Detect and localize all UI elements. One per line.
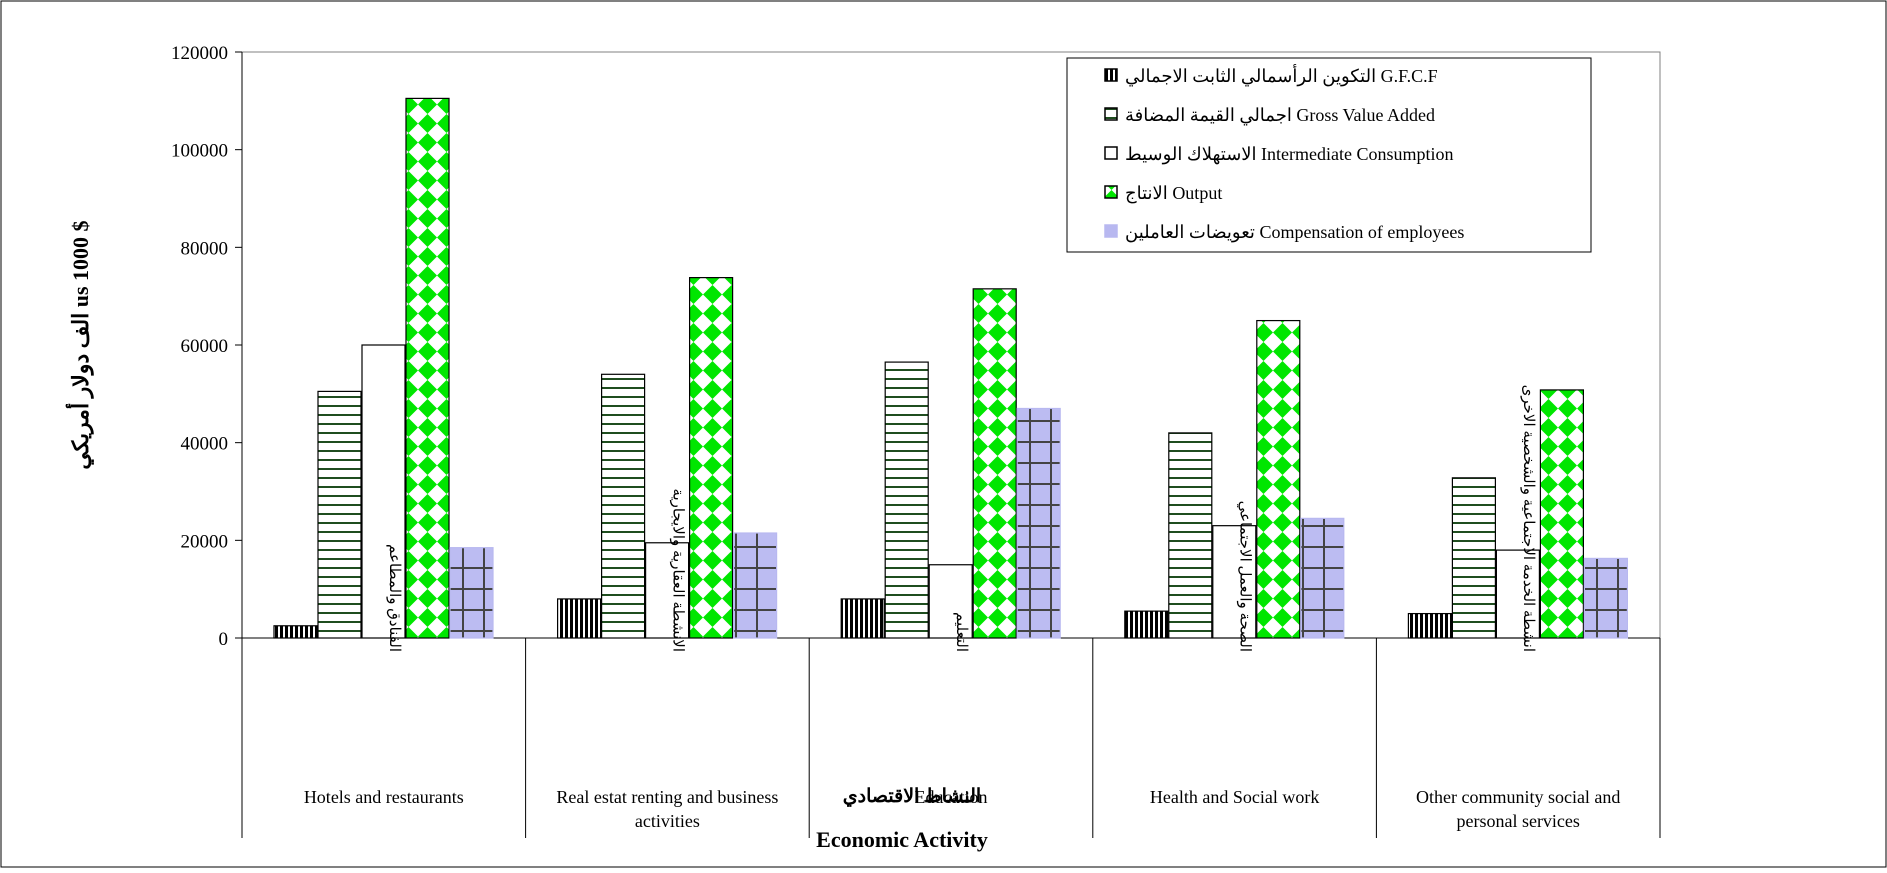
y-axis-title: الف دولار أمريكي us 1000 $ bbox=[65, 220, 94, 469]
category-label-en: Hotels and restaurants bbox=[304, 787, 464, 807]
category-label-en: Health and Social work bbox=[1150, 787, 1319, 807]
y-tick-label: 120000 bbox=[171, 43, 228, 64]
category-label-ar: الفنادق والمطاعم bbox=[386, 544, 402, 652]
y-tick-label: 100000 bbox=[171, 141, 228, 162]
legend-item-label: اجمالي القيمة المضافة Gross Value Added bbox=[1125, 105, 1435, 125]
bar-series-2-category-4 bbox=[1168, 432, 1213, 639]
category-label-ar: التعليم bbox=[953, 612, 969, 652]
category-labels: Hotels and restaurants الفنادق والمطاعم Re… bbox=[304, 385, 1621, 831]
bar-series-4-category-1 bbox=[405, 97, 450, 639]
bar-series-1-category-5 bbox=[1407, 612, 1453, 639]
x-axis-title-arabic: النشاط الاقتصادي bbox=[843, 786, 981, 808]
category-label-en: Real estat renting and business activitie… bbox=[556, 787, 778, 831]
bar-series-5-category-5 bbox=[1583, 557, 1629, 639]
y-tick-label: 40000 bbox=[181, 434, 229, 455]
legend: التكوين الرأسمالي الثابت الاجمالي G.F.C.… bbox=[1066, 57, 1592, 253]
y-tick-label: 0 bbox=[219, 629, 229, 650]
bar-series-3-category-5 bbox=[1495, 549, 1541, 639]
category-label-ar: انشطة الخدمة الاجتماعية والشخصية الاخرى bbox=[1520, 385, 1536, 652]
bar-series-1-category-3 bbox=[840, 598, 885, 639]
bar-series-2-category-3 bbox=[884, 361, 929, 639]
legend-item-label: التكوين الرأسمالي الثابت الاجمالي G.F.C.… bbox=[1125, 64, 1438, 87]
bar-series-5-category-4 bbox=[1300, 517, 1345, 639]
y-tick-label: 60000 bbox=[181, 336, 229, 357]
bar-series-3-category-3 bbox=[928, 564, 973, 639]
bars bbox=[273, 97, 1629, 639]
x-axis-title: Economic Activity bbox=[816, 827, 988, 852]
bar-series-1-category-1 bbox=[273, 625, 318, 639]
bar-series-1-category-2 bbox=[556, 598, 602, 639]
bar-series-2-category-5 bbox=[1451, 477, 1497, 639]
y-axis: 0 20000 40000 60000 80000 100000 120000 bbox=[171, 43, 243, 650]
legend-swatch bbox=[1104, 185, 1118, 199]
y-tick-label: 80000 bbox=[181, 238, 229, 259]
legend-swatch bbox=[1104, 146, 1118, 160]
bar-series-3-category-4 bbox=[1212, 525, 1257, 639]
bar-series-4-category-3 bbox=[972, 288, 1017, 639]
legend-box bbox=[1066, 57, 1592, 253]
category-label-ar: الانشطة العقارية والايجارية bbox=[669, 488, 685, 652]
bar-series-4-category-5 bbox=[1539, 389, 1585, 639]
legend-item-label: تعويضات العاملين Compensation of employe… bbox=[1125, 222, 1464, 243]
bar-series-3-category-2 bbox=[644, 542, 690, 639]
bar-series-5-category-1 bbox=[449, 547, 494, 639]
bar-series-5-category-2 bbox=[732, 532, 778, 639]
legend-swatch bbox=[1104, 224, 1118, 238]
bar-series-2-category-1 bbox=[317, 390, 362, 639]
category-label-ar: الصحة والعمل الاجتماعي bbox=[1237, 501, 1253, 652]
bar-series-3-category-1 bbox=[361, 344, 406, 639]
bar-series-2-category-2 bbox=[600, 373, 646, 639]
bar-series-4-category-4 bbox=[1256, 319, 1301, 639]
legend-swatch bbox=[1104, 107, 1118, 121]
legend-item-label: الاستهلاك الوسيط Intermediate Consumptio… bbox=[1125, 144, 1454, 165]
y-tick-label: 20000 bbox=[181, 531, 229, 552]
category-label-en: Education bbox=[915, 787, 988, 807]
bar-series-1-category-4 bbox=[1124, 610, 1169, 639]
legend-swatch bbox=[1104, 68, 1118, 82]
category-label-en: Other community social and personal servi… bbox=[1416, 787, 1620, 831]
legend-item-label: الانتاج Output bbox=[1125, 183, 1222, 204]
bar-series-4-category-2 bbox=[688, 277, 734, 639]
x-axis bbox=[241, 637, 1661, 838]
bar-series-5-category-3 bbox=[1016, 407, 1061, 639]
